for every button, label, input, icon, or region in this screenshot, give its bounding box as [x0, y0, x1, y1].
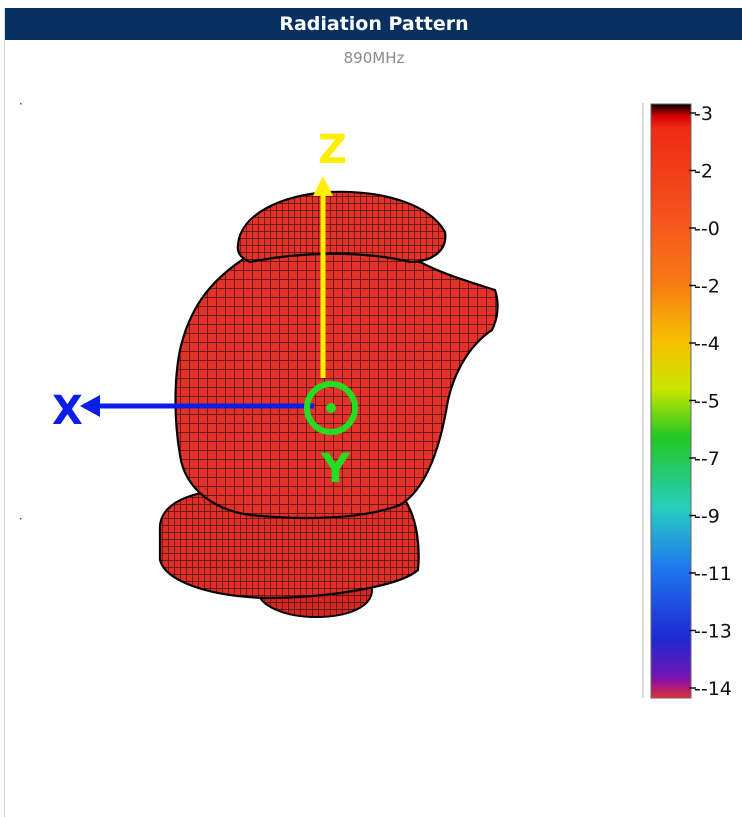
stray-mark	[20, 103, 22, 105]
chart-title: Radiation Pattern	[5, 8, 742, 40]
coordinate-axes: X Y Z	[52, 127, 358, 492]
colorbar-tick-label: --2	[694, 276, 720, 298]
colorbar-tick-label: --4	[694, 333, 720, 355]
colorbar-scale	[650, 103, 692, 699]
y-axis-ring	[304, 381, 358, 435]
pattern-top-lobe-mesh	[236, 190, 447, 264]
z-axis-arrowhead	[313, 176, 333, 196]
x-axis-arrowhead	[80, 395, 100, 417]
y-axis-label: Y	[320, 446, 351, 492]
x-axis-label: X	[52, 388, 83, 434]
chart-subtitle: 890MHz	[343, 49, 405, 67]
colorbar: -3 -2 --0 --2 --4 --5 --7 --9 --11 --13 --14	[642, 103, 732, 700]
colorbar-tick-label: --7	[694, 448, 720, 470]
colorbar-tick-label: --11	[694, 563, 732, 585]
stray-mark	[20, 518, 22, 520]
colorbar-tick-label: --0	[694, 218, 720, 240]
colorbar-ticks: -3 -2 --0 --2 --4 --5 --7 --9 --11 --13 --14	[689, 103, 732, 700]
y-axis-dot	[326, 403, 336, 413]
colorbar-tick-label: --14	[694, 678, 732, 700]
colorbar-tick-label: --13	[694, 621, 732, 643]
colorbar-tick-label: -2	[694, 161, 713, 183]
colorbar-tick-label: --5	[694, 391, 720, 413]
colorbar-tick-label: -3	[694, 103, 713, 125]
colorbar-tick-label: --9	[694, 506, 720, 528]
z-axis-label: Z	[318, 127, 347, 173]
